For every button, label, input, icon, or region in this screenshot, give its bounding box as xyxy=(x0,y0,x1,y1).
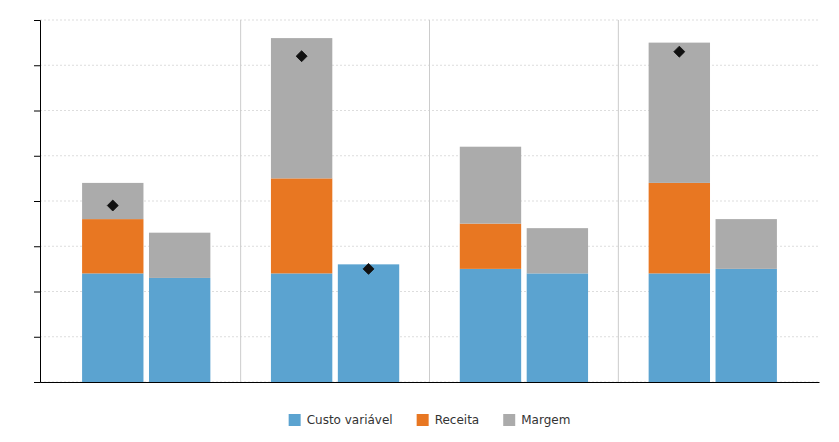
y-tick-mark xyxy=(34,337,40,338)
bar-segment xyxy=(460,224,521,269)
diamond-marker xyxy=(296,51,307,62)
bar-segment xyxy=(460,269,521,382)
legend-item: Receita xyxy=(417,413,480,427)
bar-segment xyxy=(460,147,521,224)
diamond-marker xyxy=(107,200,118,211)
y-tick-mark xyxy=(34,201,40,202)
chart: Custo variável Receita Margem xyxy=(0,0,839,442)
bar-segment xyxy=(649,273,710,382)
legend-label: Receita xyxy=(435,413,480,427)
group-separator xyxy=(618,20,619,382)
bar-segment xyxy=(649,43,710,183)
bar-segment xyxy=(82,273,143,382)
y-tick xyxy=(34,20,40,21)
bar-segment xyxy=(149,233,210,278)
bar-segment xyxy=(82,219,143,273)
y-tick xyxy=(34,111,40,112)
legend-swatch xyxy=(417,414,429,426)
y-tick xyxy=(34,337,40,338)
legend-item: Custo variável xyxy=(289,413,393,427)
marks xyxy=(82,38,777,382)
y-tick-mark xyxy=(34,382,40,383)
bar-segment xyxy=(649,183,710,274)
y-axis xyxy=(34,21,41,383)
grid xyxy=(40,20,819,382)
bar-segment xyxy=(271,178,332,273)
y-tick-mark xyxy=(34,156,40,157)
bar-segment xyxy=(271,38,332,178)
bar-segment xyxy=(716,219,777,269)
y-tick-mark xyxy=(34,111,40,112)
bar-segment xyxy=(527,228,588,273)
y-tick xyxy=(34,65,40,66)
legend: Custo variável Receita Margem xyxy=(289,413,571,427)
bar-segment xyxy=(82,183,143,219)
y-tick-mark xyxy=(34,65,40,66)
y-tick xyxy=(34,246,40,247)
y-axis-line xyxy=(34,21,41,383)
bar-segment xyxy=(527,273,588,382)
plot xyxy=(34,20,820,383)
bar-series xyxy=(82,38,777,278)
group-separator xyxy=(240,20,241,382)
y-tick xyxy=(34,382,40,383)
y-tick xyxy=(34,156,40,157)
legend-item: Margem xyxy=(503,413,570,427)
bar-segment xyxy=(716,269,777,382)
group-separator xyxy=(429,20,430,382)
y-tick-mark xyxy=(34,246,40,247)
bar-segment xyxy=(149,278,210,382)
legend-swatch xyxy=(503,414,515,426)
x-axis-line xyxy=(41,382,820,383)
legend-swatch xyxy=(289,414,301,426)
bar-segment xyxy=(271,273,332,382)
y-tick xyxy=(34,201,40,202)
separators xyxy=(241,20,619,382)
y-tick-mark xyxy=(34,20,40,21)
y-tick-mark xyxy=(34,292,40,293)
diamond-marker xyxy=(674,46,685,57)
legend-label: Margem xyxy=(521,413,570,427)
y-tick xyxy=(34,292,40,293)
legend-label: Custo variável xyxy=(307,413,393,427)
diamond-marker xyxy=(363,263,374,274)
marker-series xyxy=(107,46,684,274)
bar-series xyxy=(82,264,777,382)
bar-segment xyxy=(338,264,399,382)
